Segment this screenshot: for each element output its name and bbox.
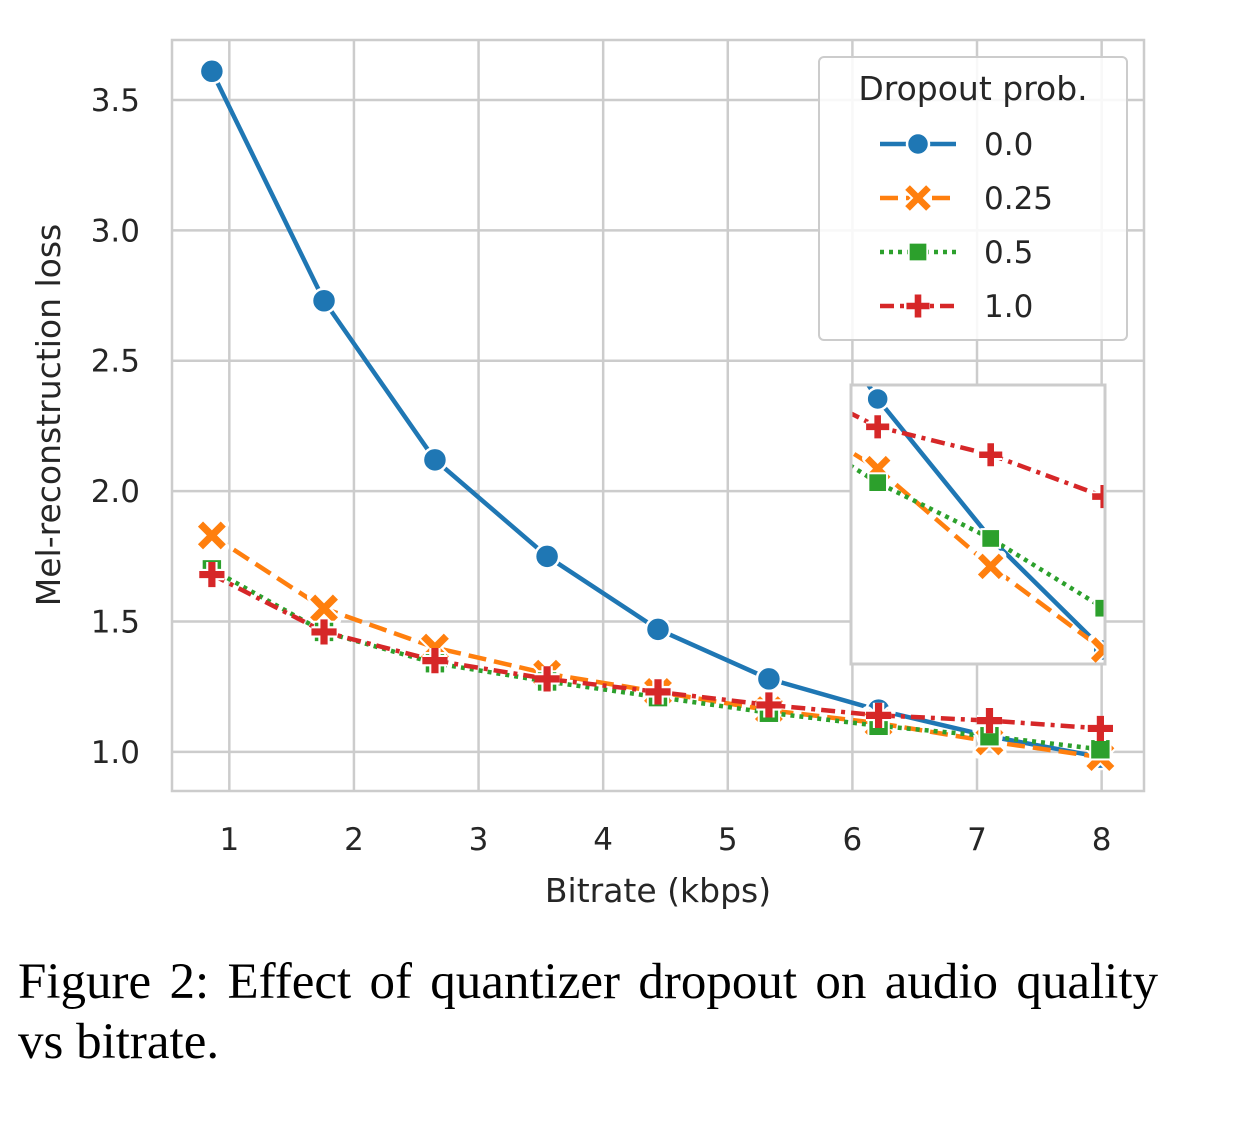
inset-data-point [979,443,1003,467]
inset-zoom [849,383,1107,666]
data-point [311,619,337,645]
legend-title: Dropout prob. [858,69,1087,108]
inset-data-point [866,415,890,439]
legend-entry: 0.0 [880,127,1033,163]
legend-entry: 0.25 [880,181,1053,217]
inset-data-point [980,528,1002,549]
inset-series [851,385,1105,664]
data-point [306,591,342,626]
y-tick-label: 1.0 [91,735,140,771]
tick-labels: 1 2 3 4 5 6 7 8 1.0 1.5 2.0 2.5 3.0 3.5 [91,83,1112,858]
data-point [422,648,448,674]
data-point [1087,715,1113,742]
data-point [976,707,1003,734]
legend-marker [902,182,934,214]
legend-label: 0.5 [984,235,1033,271]
inset-line [851,411,1105,499]
y-tick-label: 3.0 [91,213,140,249]
inset-data-point [865,386,890,412]
data-point [199,561,225,588]
legend-label: 0.25 [984,181,1053,217]
legend-entry: 1.0 [880,289,1033,325]
x-tick-label: 2 [344,822,364,858]
legend-entry: 0.5 [880,235,1033,271]
data-point [198,58,226,85]
y-tick-label: 3.5 [91,83,140,119]
x-axis-label: Bitrate (kbps) [545,871,771,910]
y-axis-label: Mel-reconstruction loss [29,224,68,606]
data-point [756,692,782,718]
series-line [210,572,1101,731]
x-tick-label: 3 [469,822,489,858]
data-point [645,679,671,705]
series-layer [194,58,1118,775]
y-tick-label: 2.5 [91,344,140,380]
data-point [644,616,672,643]
data-point [755,665,783,693]
inset-data-point [867,472,889,493]
inset-line [865,385,1105,652]
legend-marker [905,131,931,157]
legend-marker [907,241,929,263]
inset-frame [849,383,1107,666]
inset-data-point [975,550,1007,583]
data-point [310,287,338,315]
legend-marker [906,294,930,318]
line-chart: 1 2 3 4 5 6 7 8 1.0 1.5 2.0 2.5 3.0 3.5 Dropout prob.… [29,38,1146,910]
data-point [194,518,229,553]
data-point [865,702,892,728]
inset-line [851,463,1105,611]
data-point [421,446,449,474]
x-tick-label: 5 [718,822,738,858]
legend-box [818,56,1128,341]
y-tick-label: 1.5 [91,605,140,641]
legend-label: 1.0 [984,289,1033,325]
figure-caption: Figure 2: Effect of quantizer dropout on… [18,954,1158,1070]
x-tick-label: 1 [219,822,239,858]
data-point [1089,738,1112,761]
legend: Dropout prob. 0.0 0.25 0.5 1.0 [818,56,1128,341]
plot-frame [170,38,1146,793]
y-tick-label: 2.0 [91,474,140,510]
x-tick-label: 4 [593,822,613,858]
x-tick-label: 6 [843,822,863,858]
x-tick-label: 7 [967,822,987,858]
data-point [533,543,561,570]
legend-label: 0.0 [984,127,1033,163]
data-point [534,666,560,692]
inset-series-0-5 [851,463,1105,619]
inset-line [851,449,1105,652]
series-1-0 [199,561,1113,742]
x-tick-label: 8 [1092,822,1112,858]
